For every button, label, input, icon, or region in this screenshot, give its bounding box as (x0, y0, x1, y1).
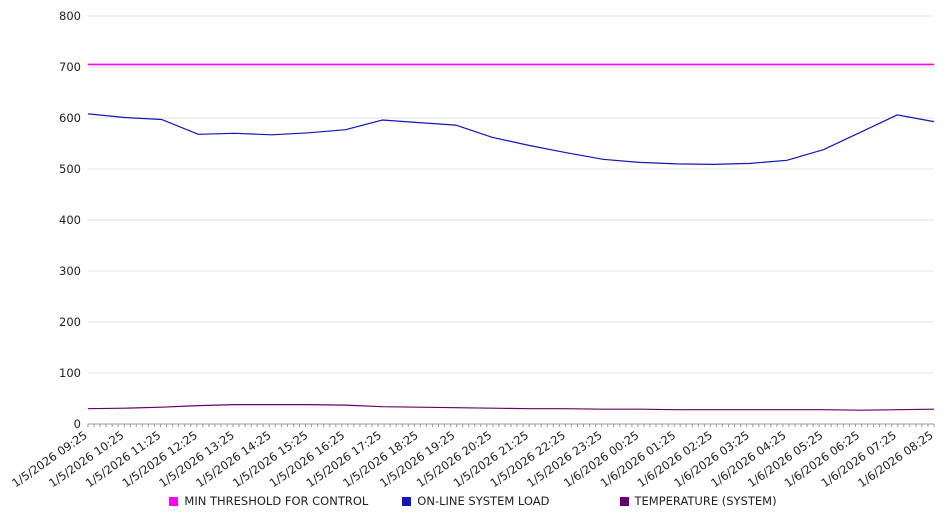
chart-legend: MIN THRESHOLD FOR CONTROL ON-LINE SYSTEM… (0, 494, 946, 508)
svg-text:0: 0 (74, 417, 81, 431)
svg-text:600: 600 (59, 111, 81, 125)
legend-item-system-load: ON-LINE SYSTEM LOAD (402, 494, 550, 508)
svg-text:200: 200 (59, 315, 81, 329)
svg-text:400: 400 (59, 213, 81, 227)
legend-item-temperature: TEMPERATURE (SYSTEM) (619, 494, 777, 508)
legend-swatch-temperature-icon (619, 496, 629, 506)
legend-swatch-min-threshold-icon (169, 496, 179, 506)
svg-text:500: 500 (59, 162, 81, 176)
legend-label-temperature: TEMPERATURE (SYSTEM) (634, 494, 777, 508)
svg-text:100: 100 (59, 366, 81, 380)
legend-swatch-system-load-icon (402, 496, 412, 506)
svg-text:300: 300 (59, 264, 81, 278)
legend-item-min-threshold: MIN THRESHOLD FOR CONTROL (169, 494, 368, 508)
svg-text:800: 800 (59, 9, 81, 23)
svg-text:700: 700 (59, 60, 81, 74)
legend-label-system-load: ON-LINE SYSTEM LOAD (417, 494, 550, 508)
legend-label-min-threshold: MIN THRESHOLD FOR CONTROL (184, 494, 369, 508)
